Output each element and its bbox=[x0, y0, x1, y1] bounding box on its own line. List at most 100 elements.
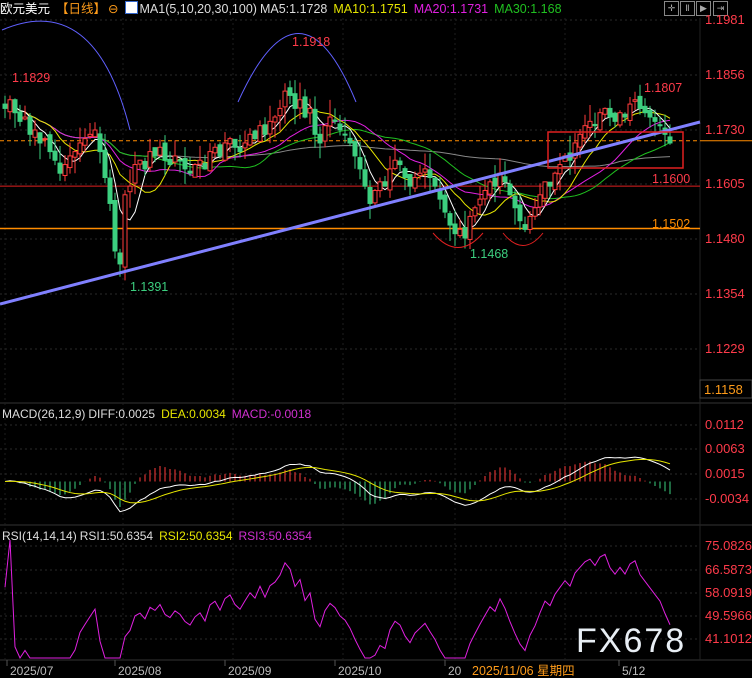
candle-body bbox=[467, 215, 473, 240]
rsi-tick-label: 66.5873 bbox=[705, 562, 752, 577]
candle-body bbox=[72, 151, 78, 158]
candle-body bbox=[632, 99, 638, 102]
consolidation-box bbox=[547, 131, 684, 169]
macd-dea-line bbox=[4, 458, 671, 504]
candle-body bbox=[402, 168, 408, 179]
x-tick-label: 2025/07 bbox=[10, 664, 54, 678]
rsi-tick-label: 58.0919 bbox=[705, 585, 752, 600]
macd-value: MACD:-0.0018 bbox=[231, 407, 312, 421]
candle-body bbox=[327, 116, 333, 127]
candle-body bbox=[602, 107, 608, 115]
candle-body bbox=[342, 133, 348, 136]
candle-body bbox=[222, 142, 228, 161]
candle-body bbox=[352, 141, 358, 157]
candle-body bbox=[337, 123, 343, 131]
chart-header: 欧元美元 【日线】 ⊖ MA1(5,10,20,30,100) MA5:1.1728 MA… bbox=[0, 0, 752, 18]
macd-tick-label: 0.0112 bbox=[705, 417, 744, 432]
candle-body bbox=[522, 224, 528, 230]
settings-icon[interactable]: ⊖ bbox=[108, 2, 119, 16]
candle-body bbox=[237, 147, 243, 153]
candle-body bbox=[657, 124, 663, 127]
candle-body bbox=[442, 194, 448, 213]
candle-body bbox=[177, 159, 183, 162]
candle-body bbox=[622, 113, 628, 118]
symbol-name: 欧元美元 bbox=[0, 2, 51, 16]
rsi3-value: RSI3:50.6354 bbox=[238, 529, 312, 543]
candle-body bbox=[457, 228, 463, 237]
bottom-arc bbox=[502, 232, 544, 246]
watermark: FX678 bbox=[576, 622, 687, 660]
candle-body bbox=[577, 133, 583, 148]
candle-body bbox=[162, 142, 168, 161]
candle-body bbox=[462, 227, 468, 239]
candle-body bbox=[607, 107, 613, 118]
candle-body bbox=[432, 177, 438, 187]
candle-body bbox=[212, 146, 218, 154]
candle-body bbox=[322, 125, 328, 142]
candle-body bbox=[47, 134, 53, 153]
candle-body bbox=[132, 164, 138, 184]
macd-tick-label: -0.0034 bbox=[705, 491, 749, 506]
candle-body bbox=[7, 99, 13, 113]
candle-body bbox=[552, 172, 558, 191]
candle-body bbox=[262, 124, 268, 135]
candle-body bbox=[642, 105, 648, 114]
y-tick-label: 1.1730 bbox=[705, 122, 745, 137]
ma-label: MA1(5,10,20,30,100) bbox=[139, 2, 257, 16]
ma10-line bbox=[4, 103, 671, 216]
candle-body bbox=[487, 181, 493, 195]
crosshair-icon[interactable]: ✛ bbox=[664, 1, 679, 16]
ma30-value: MA30:1.168 bbox=[494, 2, 562, 16]
step-forward-icon[interactable]: ⇥ bbox=[713, 1, 728, 16]
zoom-in-icon[interactable]: Ⅱ bbox=[680, 1, 695, 16]
macd-header: MACD(26,12,9) DIFF:0.0025 DEA:0.0034 MACD:-… bbox=[2, 407, 317, 421]
candle-body bbox=[652, 117, 658, 122]
price-annotation: 1.1829 bbox=[12, 71, 50, 85]
rsi1-value: RSI1:50.6354 bbox=[79, 529, 154, 543]
candle-body bbox=[312, 108, 318, 135]
candle-body bbox=[512, 195, 518, 209]
rsi2-value: RSI2:50.6354 bbox=[159, 529, 233, 543]
candle-body bbox=[382, 181, 388, 187]
candle-body bbox=[32, 129, 38, 138]
rsi-header: RSI(14,14,14) RSI1:50.6354 RSI2:50.6354 RSI… bbox=[2, 529, 318, 543]
candle-body bbox=[192, 164, 198, 178]
price-annotation: 1.1807 bbox=[644, 81, 682, 95]
candle-body bbox=[627, 103, 633, 121]
candle-body bbox=[297, 99, 303, 109]
candle-body bbox=[357, 157, 363, 170]
candle-body bbox=[77, 142, 83, 155]
candle-body bbox=[107, 177, 113, 204]
play-icon[interactable]: ▶ bbox=[696, 1, 711, 16]
candle-body bbox=[557, 164, 563, 175]
head-arc bbox=[237, 33, 357, 103]
candle-body bbox=[232, 138, 238, 148]
current-price-label: 1.1158 bbox=[704, 382, 743, 397]
candle-body bbox=[397, 160, 403, 166]
candle-body bbox=[617, 112, 623, 126]
period-selector[interactable]: 【日线】 bbox=[56, 2, 107, 16]
macd-tick-label: 0.0015 bbox=[705, 466, 745, 481]
current-price-box bbox=[699, 379, 752, 399]
candle-body bbox=[547, 181, 553, 187]
candle-body bbox=[277, 107, 283, 117]
candle-body bbox=[507, 183, 513, 196]
macd-dea: DEA:0.0034 bbox=[161, 407, 226, 421]
candle-body bbox=[272, 116, 278, 123]
candle-body bbox=[92, 129, 98, 138]
candle-body bbox=[147, 151, 153, 168]
candle-body bbox=[137, 159, 143, 165]
ma-indicator-icon[interactable] bbox=[124, 1, 138, 14]
y-tick-label: 1.1229 bbox=[705, 341, 745, 356]
candle-body bbox=[217, 144, 223, 157]
candle-body bbox=[542, 181, 548, 199]
candle-body bbox=[302, 96, 308, 118]
candle-body bbox=[207, 151, 213, 172]
x-tick-label: 2025/10 bbox=[338, 664, 382, 678]
candle-body bbox=[407, 173, 413, 187]
candle-body bbox=[82, 138, 88, 146]
candle-body bbox=[427, 169, 433, 179]
candle-body bbox=[387, 168, 393, 191]
candle-body bbox=[307, 107, 313, 114]
